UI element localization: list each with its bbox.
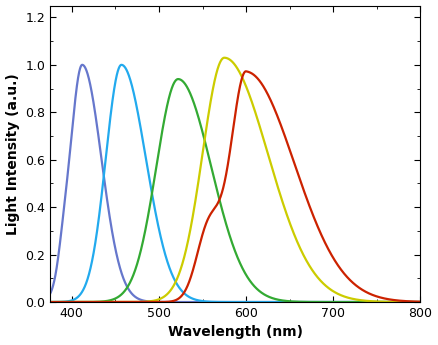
X-axis label: Wavelength (nm): Wavelength (nm) [168,325,303,339]
Y-axis label: Light Intensity (a.u.): Light Intensity (a.u.) [6,73,20,235]
